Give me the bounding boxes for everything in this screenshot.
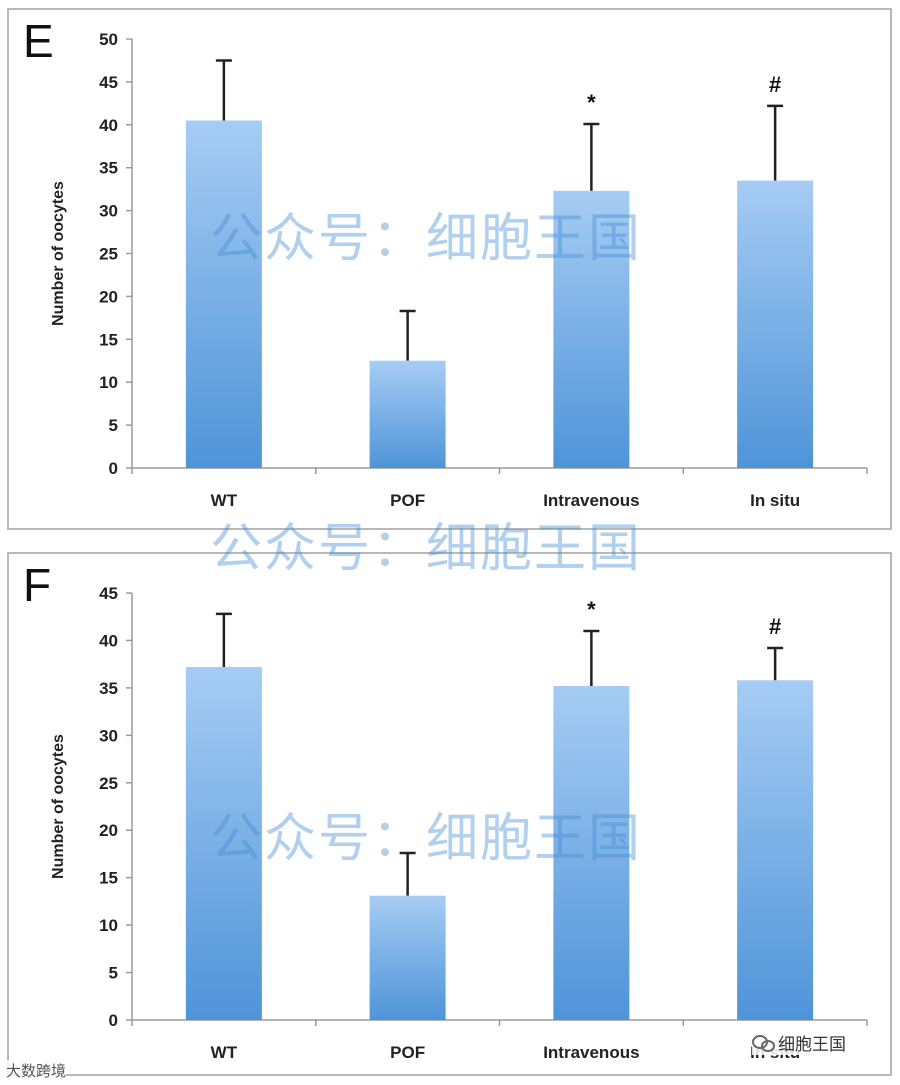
- panel-label: F: [23, 559, 52, 611]
- y-tick-label: 10: [99, 916, 118, 935]
- bar-intravenous: [553, 685, 630, 1020]
- chart-panel-f: F 051015202530354045WTPOF*Intravenous#In…: [7, 552, 892, 1076]
- panel-label: E: [23, 15, 54, 67]
- bar-intravenous: [553, 190, 630, 468]
- y-tick-label: 20: [99, 287, 118, 306]
- bar-pof: [369, 360, 446, 468]
- footer-brand-label: 细胞王国: [778, 1035, 846, 1055]
- y-tick-label: 35: [99, 159, 118, 178]
- y-tick-label: 30: [99, 202, 118, 221]
- y-tick-label: 15: [99, 869, 118, 888]
- y-tick-label: 40: [99, 631, 118, 650]
- y-tick-label: 35: [99, 679, 118, 698]
- y-axis-label: Number of oocytes: [50, 181, 67, 326]
- bar-chart-e: 0 5 10 15 20 25 30 35 40 45 50 WT POF * Intravenous # In…: [50, 30, 868, 510]
- y-tick-label: 0: [109, 459, 118, 478]
- y-tick-label: 0: [109, 1011, 118, 1030]
- significance-marker: #: [769, 614, 781, 639]
- y-axis-label: Number of oocytes: [50, 734, 67, 879]
- significance-marker: #: [769, 72, 781, 97]
- y-tick-label: 25: [99, 245, 118, 264]
- x-category-label: Intravenous: [543, 491, 639, 510]
- y-tick-label: 15: [99, 330, 118, 349]
- wechat-icon: [752, 1034, 775, 1052]
- y-tick-label: 20: [99, 821, 118, 840]
- bar-in-situ: [737, 180, 814, 468]
- x-category-label: WT: [211, 1043, 238, 1062]
- y-tick-label: 30: [99, 726, 118, 745]
- bar-wt: [185, 667, 262, 1020]
- significance-marker: *: [587, 597, 596, 622]
- bar-in-situ: [737, 680, 814, 1020]
- x-category-label: WT: [211, 491, 238, 510]
- y-tick-label: 25: [99, 774, 118, 793]
- bar-wt: [185, 120, 262, 468]
- y-tick-label: 5: [109, 416, 118, 435]
- x-category-label: POF: [390, 1043, 425, 1062]
- x-category-label: POF: [390, 491, 425, 510]
- footer-brand: 细胞王国: [752, 1030, 846, 1055]
- y-tick-label: 10: [99, 373, 118, 392]
- significance-marker: *: [587, 90, 596, 115]
- footer-source-label: 大数跨境: [6, 1060, 67, 1081]
- x-category-label: In situ: [750, 491, 800, 510]
- x-category-label: Intravenous: [543, 1043, 639, 1062]
- y-tick-label: 50: [99, 30, 118, 49]
- y-tick-label: 45: [99, 73, 118, 92]
- bar-pof: [369, 895, 446, 1020]
- chart-panel-e: E 0 5 10 15 20 25 30 35 40 45 50 WT POF * Intravenous #…: [7, 8, 892, 530]
- y-tick-label: 45: [99, 584, 118, 603]
- y-tick-label: 40: [99, 116, 118, 135]
- y-tick-label: 5: [109, 964, 118, 983]
